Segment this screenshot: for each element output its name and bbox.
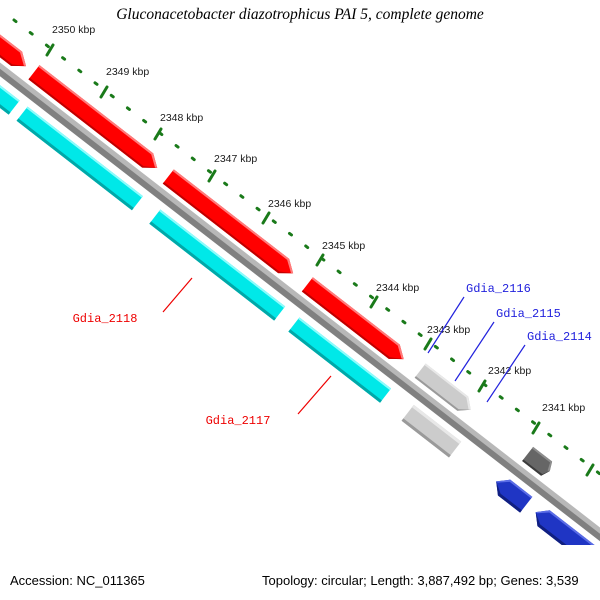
tick-label: 2341 kbp [542,402,585,414]
gene-feature[interactable] [301,277,409,366]
gene-leader-line [297,375,332,415]
tick-label: 2342 kbp [488,365,531,377]
tick-label: 2345 kbp [322,240,365,252]
tick-label: 2348 kbp [160,112,203,124]
tick-label: 2343 kbp [427,324,470,336]
gene-feature[interactable] [288,317,392,403]
genome-summary-text: Topology: circular; Length: 3,887,492 bp… [262,573,579,588]
gene-feature[interactable] [490,474,533,513]
tick-label: 2344 kbp [376,282,419,294]
ruler-dotted-line [12,18,600,476]
gene-feature[interactable] [401,404,462,458]
top-mask [0,0,600,10]
gene-leader-line [162,277,193,313]
gene-label-gdia-2116[interactable]: Gdia_2116 [466,282,531,296]
tick-label: 2349 kbp [106,66,149,78]
tick-label: 2347 kbp [214,153,257,165]
accession-text: Accession: NC_011365 [10,573,145,588]
footer-mask [0,545,600,600]
gene-label-layer[interactable]: Gdia_2118 Gdia_2117 Gdia_2116 Gdia_2115 … [73,277,592,428]
gene-feature[interactable] [414,363,477,416]
gene-feature[interactable] [149,209,286,321]
gene-feature[interactable] [28,65,162,175]
gene-leader-line [454,321,495,382]
tick-label: 2346 kbp [268,198,311,210]
gene-label-gdia-2115[interactable]: Gdia_2115 [496,307,561,321]
tick-label: 2350 kbp [52,24,95,36]
gene-label-gdia-2117[interactable]: Gdia_2117 [206,414,271,428]
backbone-highlight [0,62,600,538]
page-title: Gluconacetobacter diazotrophicus PAI 5, … [116,6,484,23]
ruler-ticks [45,43,595,477]
gene-feature[interactable] [16,106,143,211]
gene-feature[interactable] [522,446,555,478]
gene-label-gdia-2118[interactable]: Gdia_2118 [73,312,138,326]
gene-leader-line [427,296,465,354]
gene-feature[interactable] [0,0,32,73]
gene-label-gdia-2114[interactable]: Gdia_2114 [527,330,592,344]
genome-backbone[interactable] [0,52,600,553]
ruler-tick-labels: 2350 kbp 2349 kbp 2348 kbp 2347 kbp 2346… [52,24,585,414]
gene-leader-line [486,344,526,403]
backbone-line [0,68,600,542]
scale-ruler[interactable]: 2350 kbp 2349 kbp 2348 kbp 2347 kbp 2346… [12,18,600,477]
gene-feature[interactable] [162,169,299,280]
